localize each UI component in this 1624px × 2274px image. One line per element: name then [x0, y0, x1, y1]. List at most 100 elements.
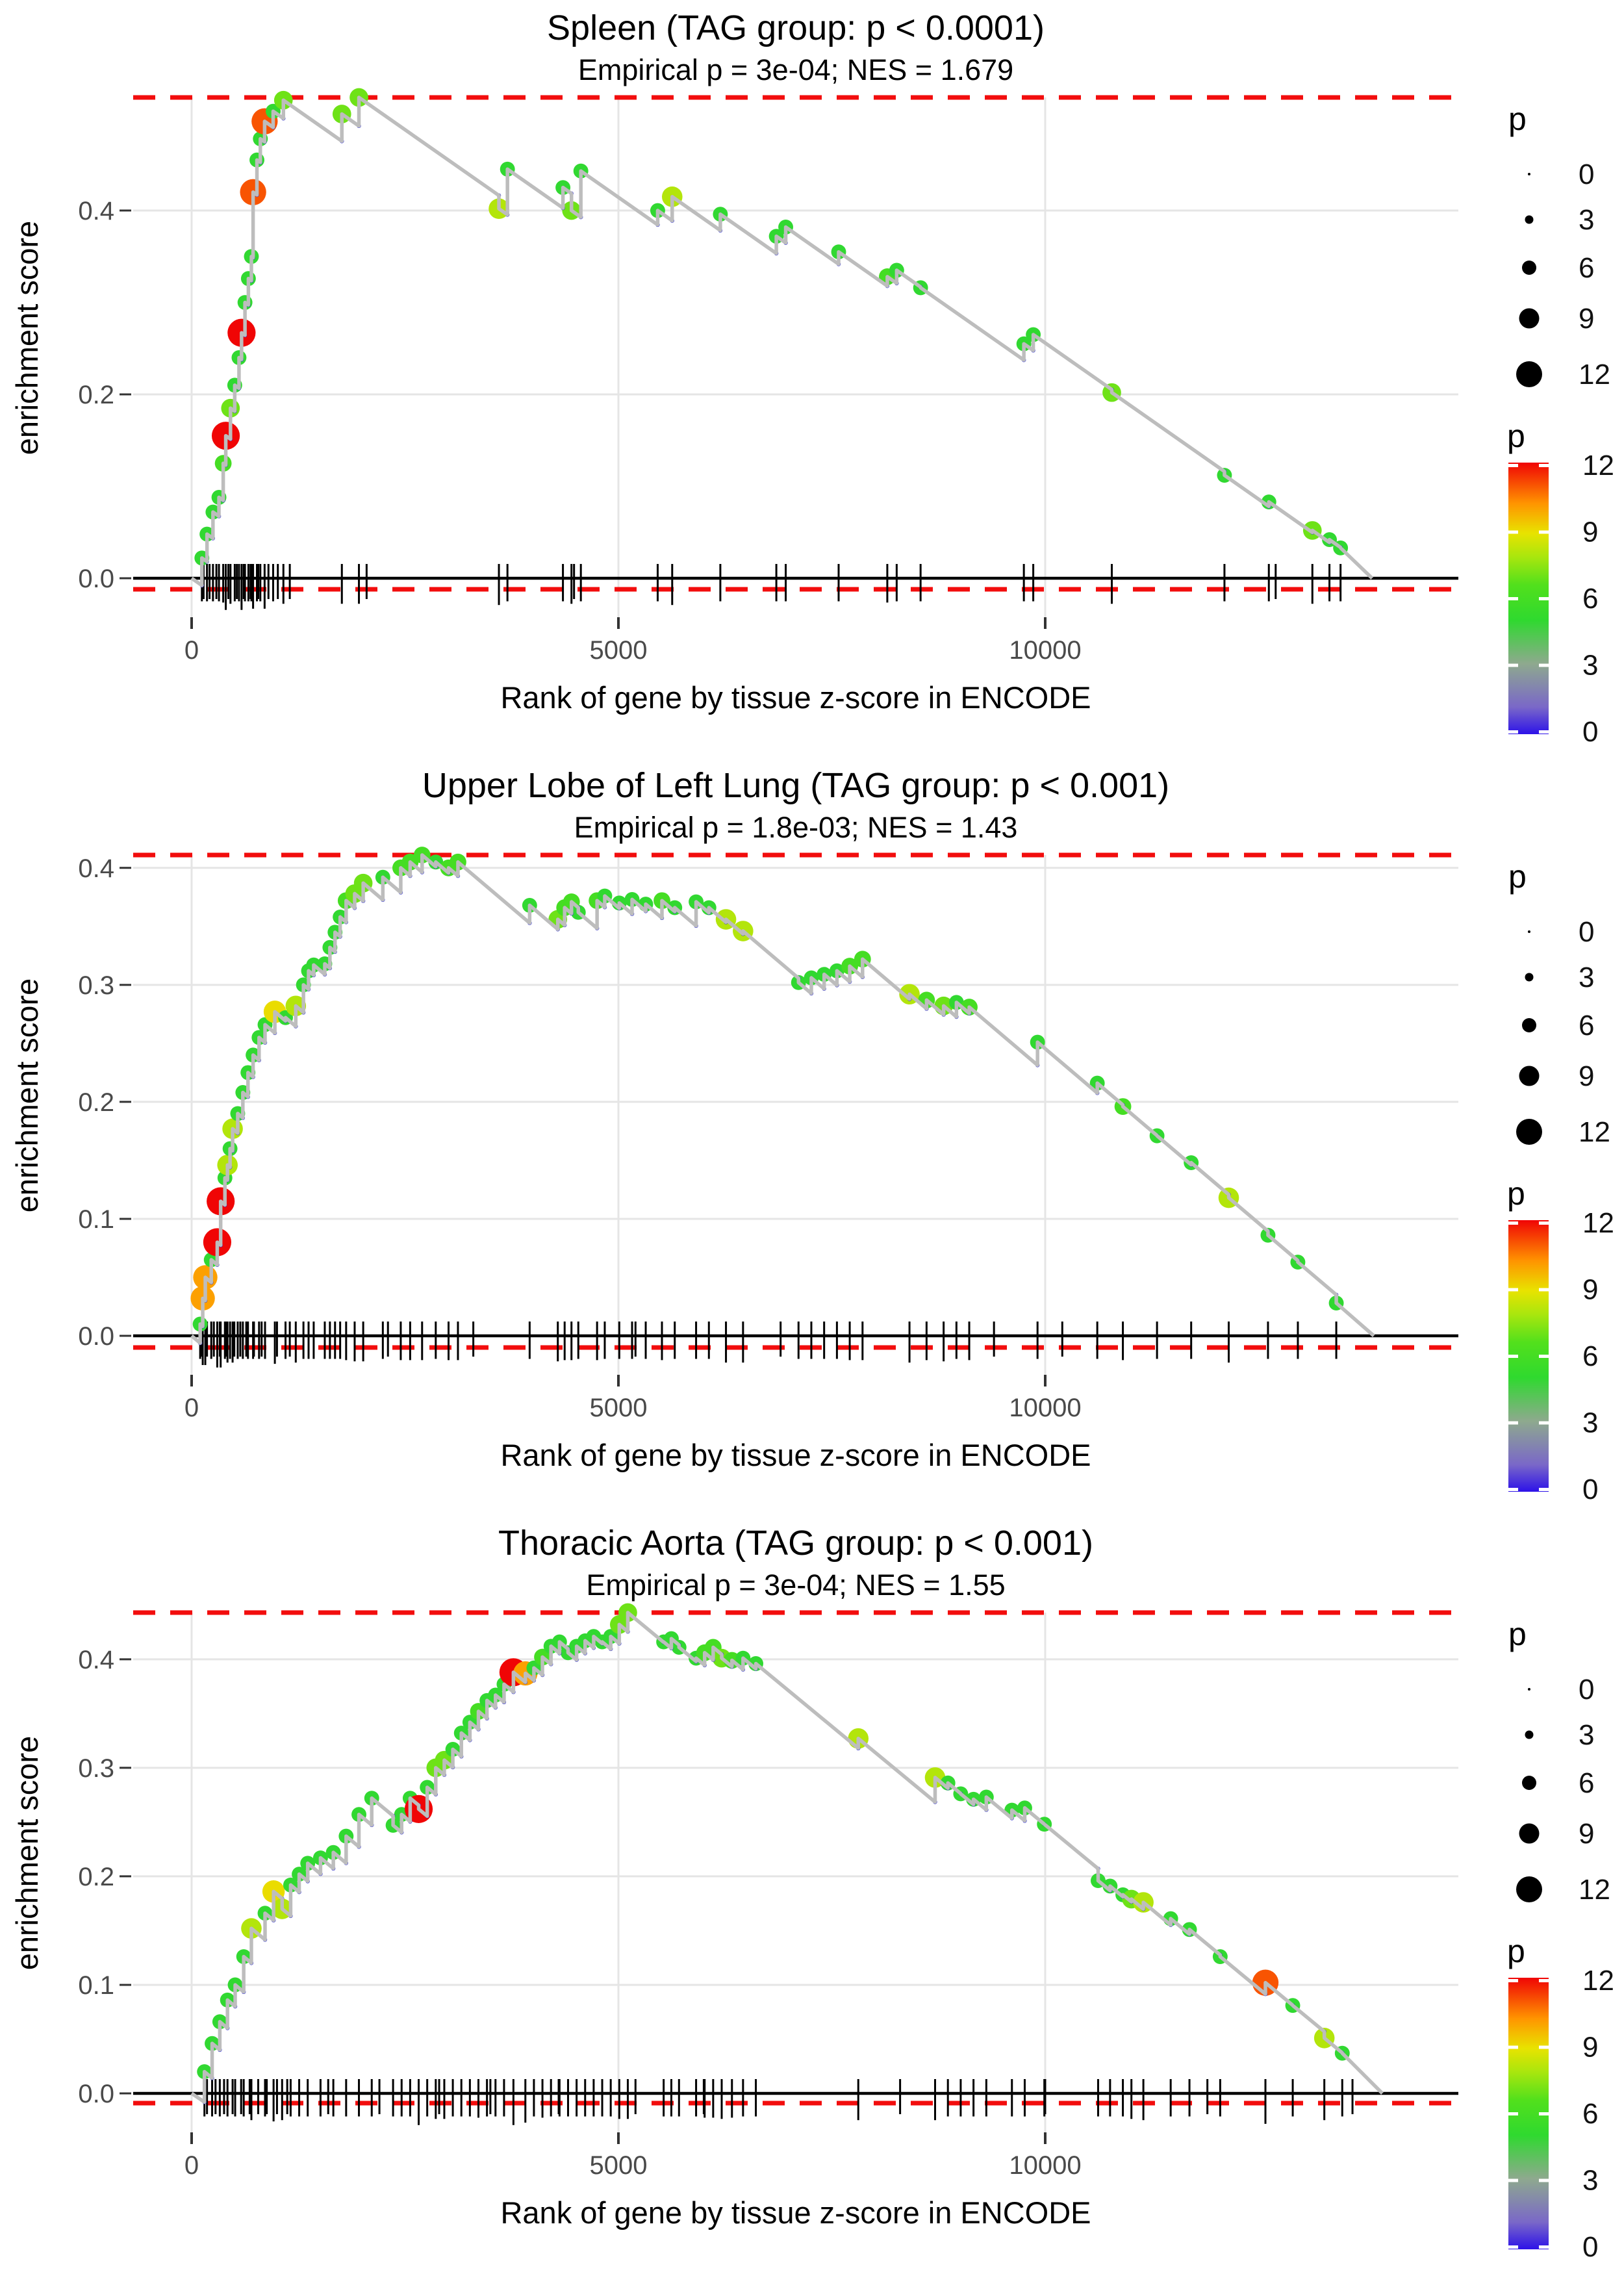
svg-text:0: 0 [1582, 1474, 1598, 1505]
spleen-chart: 0.0 0.2 0.4 0 5000 10000 Rank of gene by tissu… [10, 88, 1614, 748]
y-axis: 0.0 0.2 0.4 [78, 197, 131, 593]
panel-subtitle: Empirical p = 1.8e-03; NES = 1.43 [574, 811, 1018, 844]
x-axis-title: Rank of gene by tissue z-score in ENCODE [500, 2195, 1091, 2230]
running-es-curve [190, 1611, 1384, 2104]
aorta-chart: 0.0 0.1 0.2 0.3 0.4 0 5000 10000 Rank of gene by… [10, 1603, 1614, 2263]
svg-text:3: 3 [1582, 1407, 1598, 1439]
svg-text:0: 0 [1579, 159, 1594, 190]
lung-chart: 0.0 0.1 0.2 0.3 0.4 0 5000 10000 Rank of gene by… [10, 847, 1614, 1505]
svg-text:p: p [1507, 1933, 1525, 1969]
panel-thoracic-aorta: 0.0 0.1 0.2 0.3 0.4 0 5000 10000 Rank of gene by… [0, 1515, 1624, 2273]
svg-text:9: 9 [1579, 1818, 1594, 1850]
tooth-bottom-dots [199, 116, 1343, 588]
svg-text:10000: 10000 [1009, 2151, 1081, 2180]
x-axis: 0 5000 10000 [184, 2132, 1082, 2180]
x-axis-title: Rank of gene by tissue z-score in ENCODE [500, 1438, 1091, 1472]
svg-text:3: 3 [1582, 2165, 1598, 2197]
svg-text:9: 9 [1582, 1274, 1598, 1306]
svg-text:0.0: 0.0 [78, 2080, 114, 2108]
svg-text:0.2: 0.2 [78, 1863, 114, 1891]
svg-text:9: 9 [1582, 517, 1598, 548]
page-title: Spleen (TAG group: p < 0.0001) [547, 8, 1045, 47]
x-axis: 0 5000 10000 [184, 617, 1082, 665]
svg-text:12: 12 [1579, 359, 1610, 390]
p-colorbar-legend: p 12 9 6 3 0 [1507, 1175, 1614, 1505]
svg-text:5000: 5000 [590, 636, 648, 665]
y-axis-title: enrichment score [10, 978, 44, 1213]
svg-text:0: 0 [1579, 916, 1594, 948]
svg-text:6: 6 [1582, 2098, 1598, 2130]
svg-text:0: 0 [184, 2151, 199, 2180]
gene-rug-ticks [201, 564, 1342, 610]
running-es-curve [190, 96, 1374, 587]
svg-text:6: 6 [1582, 1340, 1598, 1372]
svg-text:0: 0 [1579, 1674, 1594, 1706]
svg-text:12: 12 [1582, 1965, 1614, 1997]
svg-text:12: 12 [1579, 1116, 1610, 1148]
x-axis: 0 5000 10000 [184, 1375, 1082, 1422]
svg-text:10000: 10000 [1009, 636, 1081, 665]
gene-hit-dots [197, 1603, 1350, 2080]
svg-text:10000: 10000 [1009, 1394, 1081, 1422]
svg-text:5000: 5000 [590, 2151, 648, 2180]
svg-text:p: p [1508, 101, 1527, 137]
svg-text:p: p [1508, 858, 1527, 895]
y-axis: 0.0 0.1 0.2 0.3 0.4 [78, 854, 131, 1351]
svg-text:3: 3 [1579, 204, 1594, 236]
running-es-curve [190, 853, 1375, 1345]
tooth-bottom-dots [197, 864, 1339, 1346]
x-axis-title: Rank of gene by tissue z-score in ENCODE [500, 680, 1091, 715]
dashed-threshold-lines [133, 95, 1458, 592]
panel-title: Upper Lobe of Left Lung (TAG group: p < … [422, 766, 1170, 805]
svg-text:0.1: 0.1 [78, 1205, 114, 1234]
gridlines [133, 1613, 1458, 2132]
svg-text:0.0: 0.0 [78, 565, 114, 593]
svg-text:6: 6 [1579, 252, 1594, 284]
y-axis-title: enrichment score [10, 221, 44, 455]
svg-text:9: 9 [1579, 303, 1594, 335]
svg-text:0: 0 [1582, 716, 1598, 748]
svg-text:9: 9 [1582, 2032, 1598, 2063]
gridlines [133, 97, 1458, 617]
svg-text:p: p [1507, 418, 1525, 454]
svg-text:12: 12 [1582, 1207, 1614, 1239]
svg-text:5000: 5000 [590, 1394, 648, 1422]
svg-text:0.3: 0.3 [78, 1754, 114, 1783]
svg-text:3: 3 [1579, 1719, 1594, 1751]
y-axis-title: enrichment score [10, 1736, 44, 1971]
svg-text:p: p [1507, 1175, 1525, 1212]
svg-text:3: 3 [1579, 962, 1594, 993]
svg-text:6: 6 [1579, 1767, 1594, 1799]
p-colorbar-legend: p 12 9 6 3 0 [1507, 418, 1614, 748]
gene-rug-ticks [199, 1322, 1338, 1368]
svg-text:0: 0 [1582, 2231, 1598, 2263]
panel-subtitle: Empirical p = 3e-04; NES = 1.679 [577, 53, 1014, 86]
svg-text:p: p [1508, 1616, 1527, 1652]
p-colorbar-legend: p 12 9 6 3 0 [1507, 1933, 1614, 2263]
point-size-legend: p 0 3 6 9 12 [1508, 1616, 1610, 1906]
panel-title: Thoracic Aorta (TAG group: p < 0.001) [498, 1524, 1093, 1563]
svg-text:0: 0 [184, 636, 199, 665]
svg-text:12: 12 [1579, 1874, 1610, 1906]
point-size-legend: p 0 3 6 9 12 [1508, 101, 1610, 390]
panel-subtitle: Empirical p = 3e-04; NES = 1.55 [586, 1568, 1006, 1602]
svg-text:0: 0 [184, 1394, 199, 1422]
tooth-bottom-dots [202, 1629, 1345, 2104]
panel-upper-lobe-left-lung: 0.0 0.1 0.2 0.3 0.4 0 5000 10000 Rank of gene by… [0, 758, 1624, 1515]
svg-text:0.0: 0.0 [78, 1322, 114, 1351]
svg-text:12: 12 [1582, 450, 1614, 481]
svg-text:0.1: 0.1 [78, 1971, 114, 2000]
gene-hit-dots [190, 847, 1344, 1332]
svg-text:6: 6 [1582, 583, 1598, 615]
gene-hit-dots [194, 88, 1349, 566]
svg-text:0.4: 0.4 [78, 854, 114, 883]
point-size-legend: p 0 3 6 9 12 [1508, 858, 1610, 1148]
y-axis: 0.0 0.1 0.2 0.3 0.4 [78, 1646, 131, 2108]
panel-spleen: 0.0 0.2 0.4 0 5000 10000 Rank of gene by tissu… [0, 0, 1624, 758]
svg-text:3: 3 [1582, 650, 1598, 682]
svg-text:0.2: 0.2 [78, 1088, 114, 1117]
svg-text:0.4: 0.4 [78, 1646, 114, 1674]
svg-text:9: 9 [1579, 1060, 1594, 1092]
svg-text:0.4: 0.4 [78, 197, 114, 225]
